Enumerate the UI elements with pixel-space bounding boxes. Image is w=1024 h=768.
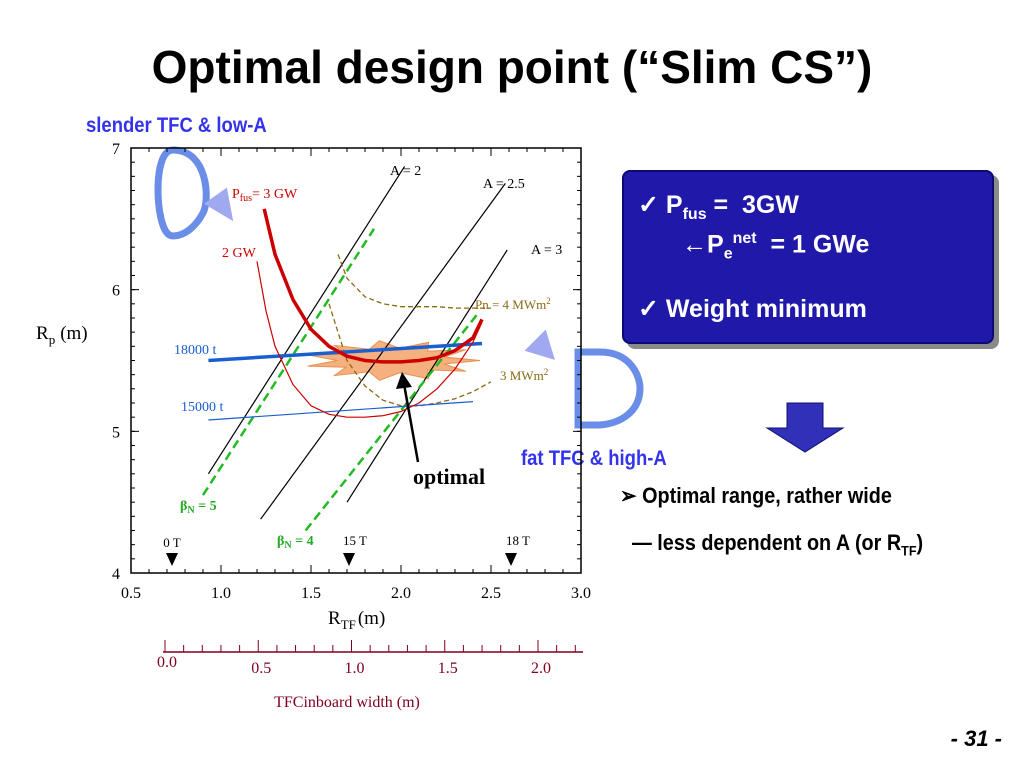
secondary-tick-label: 2.0 (531, 660, 551, 677)
label-beta-5: βN = 5 (180, 499, 217, 516)
y-tick-label: 7 (112, 141, 120, 158)
field-marker-15t: 15 T (343, 533, 367, 548)
x-tick-label: 1.5 (301, 585, 321, 602)
bullet-less-dependent: — less dependent on A (or RTF) (632, 530, 924, 559)
x-tick-label: 1.0 (211, 585, 231, 602)
y-tick-label: 6 (112, 283, 120, 300)
x-axis-label: RTF (m) (328, 608, 385, 632)
label-pfus-3gw: Pfus= 3 GW (232, 187, 298, 204)
line-pfus-2gw (256, 261, 483, 418)
down-arrow-icon (765, 402, 845, 453)
optimal-arrow-head (396, 372, 412, 389)
label-beta-4: βN = 4 (277, 534, 314, 551)
line-beta-5 (201, 228, 376, 496)
label-a3: A = 3 (531, 243, 562, 258)
pe-net-line: ←Penet = 1 GWe (682, 230, 870, 263)
summary-box: ✓ Pfus = 3GW ←Penet = 1 GWe ✓ Weight min… (622, 170, 994, 344)
y-axis-label: Rp (m) (36, 323, 88, 347)
label-18000t: 18000 t (174, 343, 217, 358)
y-tick-label: 4 (112, 566, 120, 583)
label-pn-3: 3 MWm2 (500, 367, 548, 383)
page-title: Optimal design point (“Slim CS”) (151, 41, 873, 93)
secondary-axis: 0.0 0.5 1.0 1.5 2.0 (157, 640, 583, 677)
y-tick-label: 5 (112, 424, 120, 441)
optimal-arrow (402, 383, 420, 463)
slender-tfc-label: slender TFC & low-A (86, 114, 267, 137)
secondary-tick-label: 1.5 (438, 660, 458, 677)
optimal-label: optimal (413, 464, 485, 489)
field-markers: 0 T 15 T 18 T (163, 533, 530, 566)
line-pfus-3gw (262, 208, 484, 364)
line-18000t (208, 341, 483, 363)
line-15000t (208, 401, 474, 421)
secondary-tick-label: 0.5 (251, 660, 271, 677)
line-beta-4 (304, 314, 478, 532)
x-tick-label: 0.5 (121, 585, 141, 602)
right-arrow-icon (524, 329, 555, 360)
x-tick-label: 2.0 (391, 585, 411, 602)
page-number: - 31 - (950, 726, 1002, 751)
field-marker-0t: 0 T (163, 535, 181, 550)
fat-coil-icon (574, 348, 644, 429)
field-marker-18t: 18 T (506, 533, 530, 548)
x-tick-label: 3.0 (571, 585, 591, 602)
secondary-axis-label: TFCinboard width (m) (274, 694, 420, 711)
secondary-tick-label: 1.0 (345, 660, 365, 677)
pfus-line: ✓ Pfus = 3GW (638, 191, 799, 223)
secondary-tick-label: 0.0 (157, 654, 177, 671)
axis-ticks: 0.5 1.0 1.5 2.0 2.5 3.0 4 5 6 7 (112, 141, 591, 602)
fat-tfc-label: fat TFC & high-A (521, 447, 667, 470)
label-a2: A = 2 (390, 164, 421, 179)
left-arrow-icon (203, 187, 234, 222)
weight-line: ✓ Weight minimum (638, 295, 867, 323)
line-pn-4 (337, 254, 491, 309)
label-a2-5: A = 2.5 (483, 177, 525, 192)
slender-coil-icon (154, 146, 210, 240)
label-pfus-2gw: 2 GW (222, 246, 257, 261)
bullet-optimal-range: ➢ Optimal range, rather wide (620, 483, 892, 508)
label-pn-4: Pn = 4 MWm2 (475, 296, 551, 312)
x-tick-label: 2.5 (481, 585, 501, 602)
label-15000t: 15000 t (181, 400, 224, 415)
